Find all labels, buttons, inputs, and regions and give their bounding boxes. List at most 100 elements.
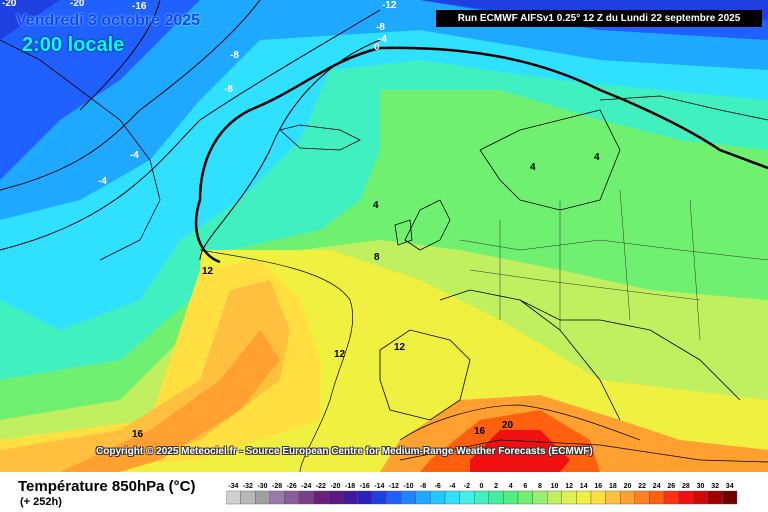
legend-tick-label: -16 — [360, 483, 370, 490]
contour-label: -16 — [132, 1, 147, 12]
legend-tick-label: -34 — [228, 483, 238, 490]
contour-label: 4 — [530, 162, 536, 173]
contour-label: 4 — [373, 200, 379, 211]
legend-color-swatch — [342, 490, 358, 505]
legend-color-swatch — [444, 490, 460, 505]
legend-tick-label: -32 — [243, 483, 253, 490]
legend-color-swatch — [298, 490, 314, 505]
contour-label: -4 — [130, 150, 139, 161]
legend-color-swatch — [357, 490, 373, 505]
legend-tick-label: 34 — [726, 483, 734, 490]
contour-label: -4 — [98, 176, 107, 187]
legend-color-swatch — [430, 490, 446, 505]
forecast-hour: (+ 252h) — [20, 496, 62, 508]
legend-tick-label: 2 — [494, 483, 498, 490]
model-run-info: Run ECMWF AIFSv1 0.25° 12 Z du Lundi 22 … — [436, 10, 762, 27]
contour-label: 12 — [334, 349, 346, 360]
legend-color-swatch — [547, 490, 563, 505]
legend-color-swatch — [663, 490, 679, 505]
legend-tick-label: 30 — [697, 483, 705, 490]
legend-color-swatch — [255, 490, 271, 505]
legend-tick-label: -28 — [272, 483, 282, 490]
legend-tick-label: 32 — [711, 483, 719, 490]
legend-color-swatch — [473, 490, 489, 505]
legend-tick-label: 26 — [667, 483, 675, 490]
legend-tick-label: -2 — [464, 483, 470, 490]
legend-tick-label: -6 — [435, 483, 441, 490]
legend-color-swatch — [327, 490, 343, 505]
copyright-notice: Copyright © 2025 Meteociel.fr - Source E… — [96, 446, 593, 457]
legend-tick-label: 6 — [523, 483, 527, 490]
legend-color-swatch — [488, 490, 504, 505]
contour-label: -4 — [378, 34, 387, 45]
legend-tick-label: -4 — [449, 483, 455, 490]
legend-color-swatch — [576, 490, 592, 505]
contour-label: 4 — [594, 152, 600, 163]
legend-color-swatch — [634, 490, 650, 505]
legend-tick-label: 14 — [580, 483, 588, 490]
isotherm-lines-warm — [199, 249, 641, 472]
borders — [459, 189, 768, 341]
contour-label: -20 — [70, 0, 85, 9]
legend-color-swatch — [649, 490, 665, 505]
legend-tick-label: -22 — [316, 483, 326, 490]
coastlines — [0, 39, 768, 463]
legend-color-swatch — [459, 490, 475, 505]
contour-label: -12 — [382, 0, 397, 11]
legend-color-swatch — [386, 490, 402, 505]
legend-color-swatch — [532, 490, 548, 505]
legend-tick-label: 10 — [551, 483, 559, 490]
contour-label: -8 — [230, 50, 239, 61]
legend-tick-label: -10 — [403, 483, 413, 490]
contour-label: -8 — [376, 22, 385, 33]
contour-label: 20 — [502, 420, 514, 431]
color-scale-legend: -34 -32 -30 -28 -26 -24 -22 -20 -18 -16 -14 -12 -10-… — [226, 483, 738, 505]
forecast-time-title: 2:00 locale — [22, 34, 125, 56]
legend-tick-label: 16 — [594, 483, 602, 490]
legend-tick-label: 24 — [653, 483, 661, 490]
legend-tick-label: 8 — [538, 483, 542, 490]
legend-tick-label: 18 — [609, 483, 617, 490]
legend-color-swatch — [371, 490, 387, 505]
legend-color-swatch — [240, 490, 256, 505]
contour-label: 12 — [202, 266, 214, 277]
legend-color-swatch — [722, 490, 738, 505]
legend-color-swatch — [503, 490, 519, 505]
legend-color-swatch — [269, 490, 285, 505]
legend-footer: Température 850hPa (°C) (+ 252h) -34 -32-… — [0, 472, 768, 512]
legend-tick-label: 20 — [624, 483, 632, 490]
legend-tick-label: 0 — [480, 483, 484, 490]
legend-color-swatch — [226, 490, 241, 505]
contour-label: 8 — [374, 252, 380, 263]
legend-tick-label: -24 — [301, 483, 311, 490]
legend-tick-label: -20 — [330, 483, 340, 490]
contour-label: -20 — [2, 0, 17, 9]
legend-tick-label: -8 — [420, 483, 426, 490]
legend-color-swatch — [707, 490, 723, 505]
contour-label: 16 — [132, 429, 144, 440]
legend-color-swatch — [561, 490, 577, 505]
legend-tick-label: 12 — [565, 483, 573, 490]
contour-label: 0 — [374, 42, 380, 53]
variable-title: Température 850hPa (°C) — [18, 478, 196, 495]
forecast-date-title: Vendredi 3 octobre 2025 — [16, 12, 201, 29]
contour-label: 16 — [474, 426, 486, 437]
legend-tick-label: -12 — [389, 483, 399, 490]
legend-color-swatch — [590, 490, 606, 505]
legend-color-swatch — [693, 490, 709, 505]
legend-tick-label: 4 — [509, 483, 513, 490]
legend-tick-label: 22 — [638, 483, 646, 490]
contour-label: -8 — [224, 84, 233, 95]
legend-color-swatch — [415, 490, 431, 505]
legend-tick-label: -18 — [345, 483, 355, 490]
temperature-map: -20 -20 -16 -12 -8 -4 0 -8 -8 -4 -4 4 4 … — [0, 0, 768, 472]
contour-label: 12 — [394, 342, 406, 353]
legend-tick-label: -26 — [287, 483, 297, 490]
zero-isotherm — [194, 46, 768, 264]
temp-field-south-deep-red — [470, 430, 570, 472]
legend-color-swatch — [605, 490, 621, 505]
legend-tick-label: -30 — [257, 483, 267, 490]
legend-tick-label: -14 — [374, 483, 384, 490]
legend-color-swatch — [284, 490, 300, 505]
